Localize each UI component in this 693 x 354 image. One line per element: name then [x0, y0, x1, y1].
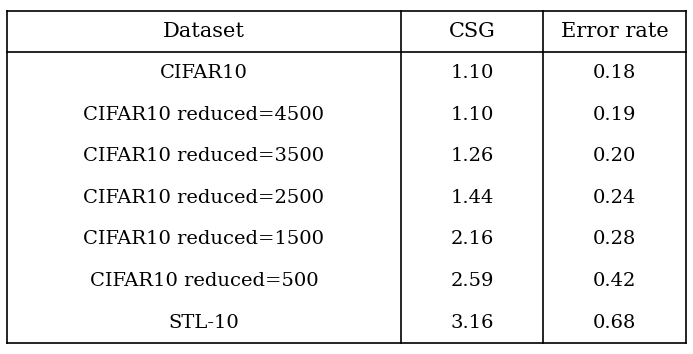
Text: CIFAR10 reduced=4500: CIFAR10 reduced=4500	[83, 105, 324, 124]
Text: 0.28: 0.28	[593, 230, 636, 249]
Text: 2.16: 2.16	[450, 230, 494, 249]
Text: 1.26: 1.26	[450, 147, 494, 165]
Text: Error rate: Error rate	[561, 22, 669, 41]
Text: CSG: CSG	[449, 22, 495, 41]
Text: CIFAR10 reduced=3500: CIFAR10 reduced=3500	[83, 147, 324, 165]
Text: 0.19: 0.19	[593, 105, 636, 124]
Text: 1.10: 1.10	[450, 105, 494, 124]
Text: CIFAR10: CIFAR10	[160, 64, 248, 82]
Text: 0.20: 0.20	[593, 147, 636, 165]
Text: 2.59: 2.59	[450, 272, 494, 290]
Text: CIFAR10 reduced=1500: CIFAR10 reduced=1500	[83, 230, 324, 249]
Text: CIFAR10 reduced=500: CIFAR10 reduced=500	[89, 272, 318, 290]
Text: 0.68: 0.68	[593, 314, 636, 332]
Text: 0.18: 0.18	[593, 64, 636, 82]
Text: 1.10: 1.10	[450, 64, 494, 82]
Text: Dataset: Dataset	[163, 22, 245, 41]
Text: STL-10: STL-10	[168, 314, 239, 332]
Text: CIFAR10 reduced=2500: CIFAR10 reduced=2500	[83, 189, 324, 207]
Text: 0.24: 0.24	[593, 189, 636, 207]
Text: 3.16: 3.16	[450, 314, 494, 332]
Text: 1.44: 1.44	[450, 189, 494, 207]
Text: 0.42: 0.42	[593, 272, 636, 290]
